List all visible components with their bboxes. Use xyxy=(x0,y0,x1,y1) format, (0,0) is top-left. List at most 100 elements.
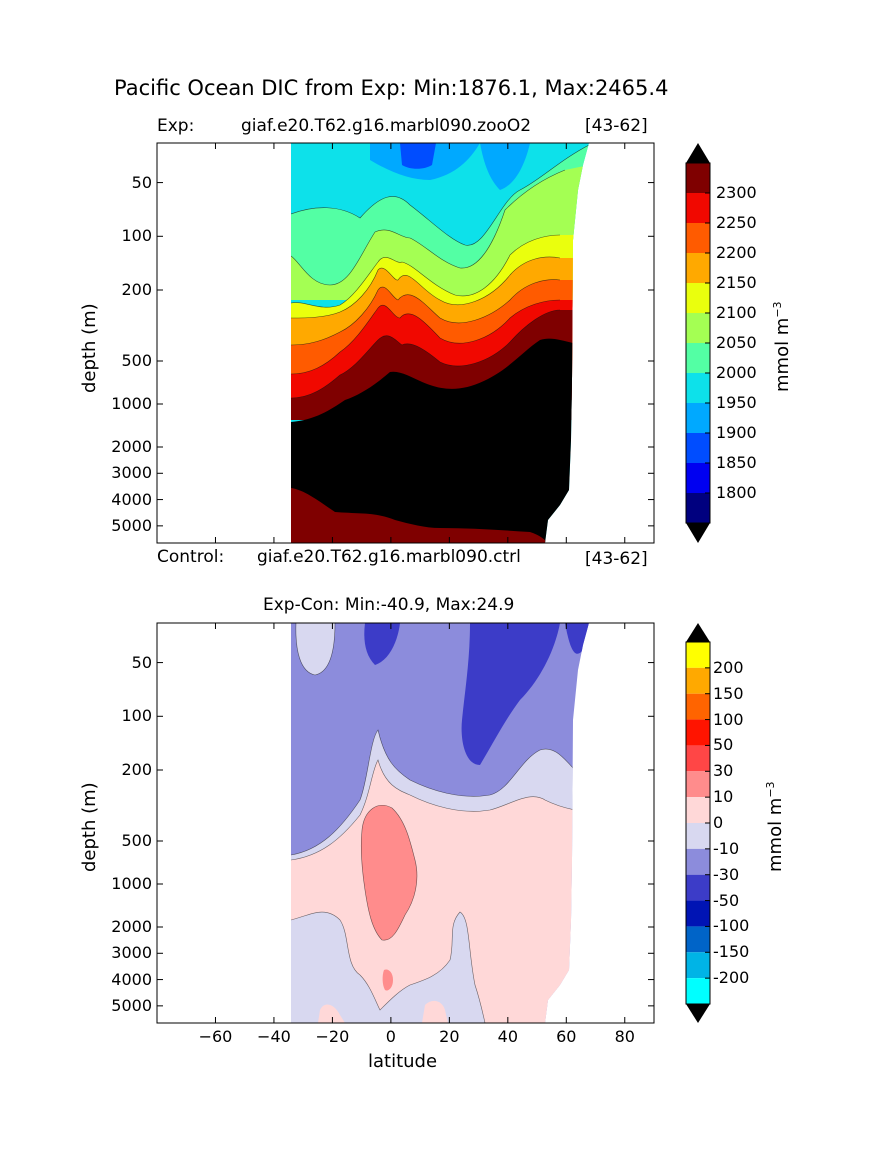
x-tick-label: −60 xyxy=(198,1027,233,1046)
colorbar-tick-label: 50 xyxy=(713,735,734,755)
colorbar-tick-label: 2050 xyxy=(716,333,757,352)
bottom-colorbar xyxy=(685,623,711,1023)
colorbar-swatch xyxy=(686,719,710,746)
colorbar-tick-label: -200 xyxy=(713,968,750,988)
y-tick-label: 5000 xyxy=(111,995,152,1015)
exp-year-range: [43-62] xyxy=(585,116,648,136)
colorbar-swatch xyxy=(686,493,710,523)
x-tick-label: 0 xyxy=(385,1027,396,1046)
colorbar-tick-label: 2200 xyxy=(716,243,757,262)
x-tick-label: 20 xyxy=(439,1027,460,1046)
colorbar-swatch xyxy=(686,823,710,849)
colorbar-swatch xyxy=(686,283,710,313)
colorbar-under-triangle xyxy=(686,1004,710,1023)
colorbar-tick-label: 1800 xyxy=(716,483,757,502)
y-tick-label: 200 xyxy=(121,280,152,299)
colorbar-tick-label: 2000 xyxy=(716,363,757,382)
diff-title: Exp-Con: Min:-40.9, Max:24.9 xyxy=(263,595,515,615)
y-tick-label: 200 xyxy=(121,760,152,779)
colorbar-swatch xyxy=(686,433,710,463)
colorbar-swatch xyxy=(686,193,710,223)
y-tick-label: 2000 xyxy=(111,917,152,936)
control-run-name: giaf.e20.T62.g16.marbl090.ctrl xyxy=(257,547,521,567)
colorbar-tick-label: 1950 xyxy=(716,393,757,412)
colorbar-tick-label: -100 xyxy=(713,916,750,936)
colorbar-tick-label: 2100 xyxy=(716,303,757,322)
colorbar-swatch xyxy=(686,900,710,927)
colorbar-tick-label: 100 xyxy=(713,709,744,729)
colorbar-swatch xyxy=(686,667,710,694)
colorbar-tick-label: 0 xyxy=(713,813,724,832)
colorbar-tick-label: 2250 xyxy=(716,213,757,232)
colorbar-over-triangle xyxy=(686,623,710,642)
x-tick-label: 80 xyxy=(614,1027,635,1046)
xlabel: latitude xyxy=(368,1051,438,1072)
control-year-range: [43-62] xyxy=(585,549,648,569)
colorbar-tick-label: -150 xyxy=(713,942,750,962)
dic-contour-fill xyxy=(291,143,589,543)
colorbar-tick-label: 2150 xyxy=(716,273,757,292)
y-tick-label: 3000 xyxy=(111,463,152,483)
x-tick-label: 40 xyxy=(497,1027,518,1046)
colorbar-swatch xyxy=(686,797,710,823)
colorbar-swatch xyxy=(686,926,710,953)
y-tick-label: 3000 xyxy=(111,943,152,963)
y-tick-label: 50 xyxy=(131,652,152,672)
colorbar-swatch xyxy=(686,978,710,1004)
y-axis-ticks xyxy=(157,182,654,1007)
y-tick-label: 50 xyxy=(131,172,152,192)
colorbar-swatch xyxy=(686,874,710,901)
colorbar-swatch xyxy=(686,463,710,493)
figure-title: Pacific Ocean DIC from Exp: Min:1876.1, … xyxy=(114,76,669,100)
colorbar-over-triangle xyxy=(686,143,710,163)
colorbar-swatch xyxy=(686,343,710,373)
top-colorbar xyxy=(685,143,711,543)
colorbar-tick-label: 1850 xyxy=(716,453,757,472)
dic-difference-plot xyxy=(156,622,655,1024)
colorbar-swatch xyxy=(686,693,710,720)
colorbar-tick-label: 10 xyxy=(713,787,734,807)
colorbar-tick-label: 150 xyxy=(713,683,744,703)
x-tick-label: 60 xyxy=(556,1027,577,1046)
x-tick-label: −40 xyxy=(257,1027,291,1046)
exp-run-name: giaf.e20.T62.g16.marbl090.zooO2 xyxy=(241,116,532,136)
colorbar-tick-label: -10 xyxy=(713,838,740,858)
colorbar-swatch xyxy=(686,745,710,772)
dic-section-plot xyxy=(156,142,655,544)
y-tick-label: 100 xyxy=(121,226,152,246)
colorbar-tick-label: 200 xyxy=(713,657,744,677)
colorbar-swatch xyxy=(686,771,710,798)
y-tick-label: 4000 xyxy=(111,489,152,509)
y-tick-label: 4000 xyxy=(111,969,152,989)
colorbar-tick-label: 30 xyxy=(713,761,734,781)
colorbar-swatch xyxy=(686,313,710,343)
x-axis-ticks xyxy=(214,143,626,1023)
y-tick-label: 1000 xyxy=(111,874,152,893)
colorbar-tick-label: -30 xyxy=(713,864,740,884)
colorbar-swatch xyxy=(686,952,710,979)
y-tick-label: 500 xyxy=(121,831,152,850)
colorbar-tick-label: 2300 xyxy=(716,183,757,202)
colorbar-tick-label: 1900 xyxy=(716,423,757,442)
y-tick-label: 100 xyxy=(121,706,152,726)
top-axes-frame xyxy=(156,142,655,544)
control-subtitle-label: Control: xyxy=(157,547,225,567)
colorbar-swatch xyxy=(686,642,710,668)
colorbar-swatch xyxy=(686,848,710,875)
bottom-axes-frame xyxy=(156,622,655,1024)
y-tick-label: 1000 xyxy=(111,394,152,413)
difference-contour-fill xyxy=(291,623,589,1023)
y-tick-label: 5000 xyxy=(111,515,152,535)
colorbar-swatch xyxy=(686,403,710,433)
colorbar-swatch xyxy=(686,163,710,193)
x-tick-label: −20 xyxy=(315,1027,350,1046)
colorbar-under-triangle xyxy=(686,523,710,543)
y-tick-label: 2000 xyxy=(111,437,152,456)
exp-subtitle-label: Exp: xyxy=(157,116,195,136)
colorbar-tick-label: -50 xyxy=(713,890,740,910)
colorbar-swatch xyxy=(686,223,710,253)
colorbar-swatch xyxy=(686,373,710,403)
y-tick-label: 500 xyxy=(121,351,152,370)
colorbar-swatch xyxy=(686,253,710,283)
